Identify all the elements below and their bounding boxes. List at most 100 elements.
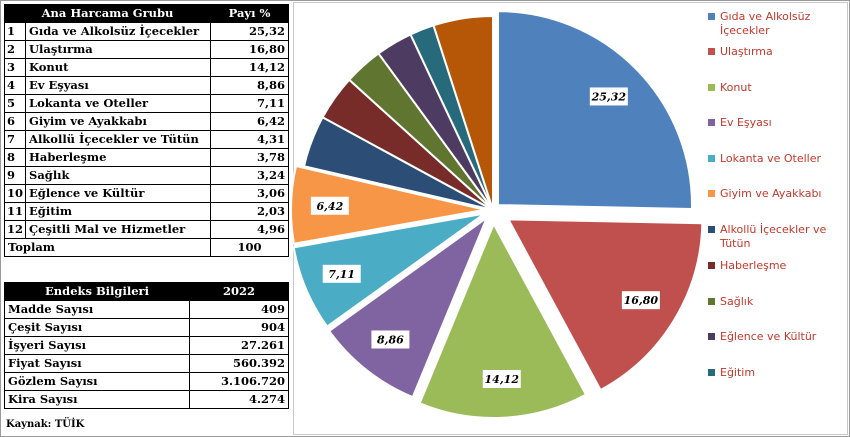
legend-swatch — [708, 13, 715, 20]
row-label: Lokanta ve Oteller — [25, 94, 212, 113]
data-label: 7,11 — [328, 268, 355, 281]
table-row: İşyeri Sayısı 27.261 — [4, 336, 289, 355]
row-label: Eğlence ve Kültür — [25, 184, 212, 203]
data-label-box — [621, 291, 660, 310]
table-row: 2 Ulaştırma 16,80 — [3, 40, 289, 59]
data-label: 6,42 — [316, 200, 343, 213]
data-label-box — [482, 369, 521, 388]
legend-swatch — [708, 155, 715, 162]
pie-slice — [292, 212, 486, 328]
legend-label: Eğlence ve Kültür — [720, 330, 817, 343]
spending-table-header: Ana Harcama Grubu Payı % — [3, 4, 289, 23]
legend-label: Ulaştırma — [720, 45, 773, 58]
legend-entry: Eğlence ve Kültür — [708, 330, 848, 344]
row-value: 16,80 — [210, 40, 289, 59]
index-info-table: Endeks Bilgileri 2022 Madde Sayısı 409 Çeş… — [4, 282, 289, 409]
legend-entry: Eğitim — [708, 366, 848, 380]
table-row: 7 Alkollü İçecekler ve Tütün 4,31 — [3, 130, 289, 149]
spending-table-body: 1 Gıda ve Alkolsüz İçecekler 25,32 2 Ulaştır… — [3, 22, 289, 239]
row-number: 12 — [3, 220, 27, 239]
legend-entry: Gıda ve Alkolsüz İçecekler — [708, 10, 848, 38]
table-row: 8 Haberleşme 3,78 — [3, 148, 289, 167]
legend-swatch — [708, 369, 715, 376]
data-label: 25,32 — [591, 90, 627, 103]
data-label-box — [322, 264, 361, 283]
pie-slice — [418, 221, 588, 419]
pie-slice — [290, 164, 486, 245]
row-label: Alkollü İçecekler ve Tütün — [25, 130, 212, 149]
table-row: Kira Sayısı 4.274 — [4, 390, 289, 409]
table-row: 6 Giyim ve Ayakkabı 6,42 — [3, 112, 289, 131]
table-row: Gözlem Sayısı 3.106.720 — [4, 372, 289, 391]
legend-label: Lokanta ve Oteller — [720, 152, 822, 165]
legend-entry: Konut — [708, 81, 848, 95]
index-table-header: Endeks Bilgileri 2022 — [4, 282, 289, 301]
legend-label: Haberleşme — [720, 259, 787, 272]
data-label-box — [589, 87, 628, 106]
data-label-box — [310, 196, 349, 215]
legend-label: Gıda ve Alkolsüz İçecekler — [720, 10, 811, 37]
legend-swatch — [708, 119, 715, 126]
legend-swatch — [708, 262, 715, 269]
legend-entry: Haberleşme — [708, 259, 848, 273]
row-value: 27.261 — [189, 336, 289, 355]
legend-swatch — [708, 84, 715, 91]
legend-entry: Giyim ve Ayakkabı — [708, 187, 848, 201]
legend-swatch — [708, 333, 715, 340]
table-row: 5 Lokanta ve Oteller 7,11 — [3, 94, 289, 113]
spending-group-table: Ana Harcama Grubu Payı % 1 Gıda ve Alkols… — [3, 4, 289, 257]
table-row: 3 Konut 14,12 — [3, 58, 289, 77]
legend-label: Alkollü İçecekler ve Tütün — [720, 223, 827, 250]
table-row: Fiyat Sayısı 560.392 — [4, 354, 289, 373]
legend-entry: Lokanta ve Oteller — [708, 152, 848, 166]
row-number: 10 — [3, 184, 27, 203]
row-label: Giyim ve Ayakkabı — [25, 112, 212, 131]
pie-slice — [432, 14, 494, 211]
total-value: 100 — [210, 238, 289, 257]
row-value: 7,11 — [210, 94, 289, 113]
data-label-box — [371, 330, 410, 349]
row-value: 3,78 — [210, 148, 289, 167]
data-label: 14,12 — [485, 373, 520, 386]
data-label: 8,86 — [377, 333, 404, 346]
legend-label: Giyim ve Ayakkabı — [720, 187, 822, 200]
total-label: Toplam — [3, 238, 212, 257]
row-label: Madde Sayısı — [4, 300, 190, 319]
legend-entry: Sağlık — [708, 295, 848, 309]
row-value: 3,06 — [210, 184, 289, 203]
pie-slice — [327, 214, 490, 399]
table-row: 11 Eğitim 2,03 — [3, 202, 289, 221]
legend-label: Sağlık — [720, 295, 754, 308]
legend-swatch — [708, 48, 715, 55]
row-number: 11 — [3, 202, 27, 221]
index-header-year: 2022 — [189, 282, 289, 301]
row-value: 3.106.720 — [189, 372, 289, 391]
total-row: Toplam 100 — [3, 238, 289, 257]
row-value: 4,96 — [210, 220, 289, 239]
legend-swatch — [708, 298, 715, 305]
row-value: 8,86 — [210, 76, 289, 95]
row-label: İşyeri Sayısı — [4, 336, 190, 355]
legend-swatch — [708, 226, 715, 233]
header-group-label: Ana Harcama Grubu — [3, 4, 212, 23]
table-row: Çeşit Sayısı 904 — [4, 318, 289, 337]
legend-label: Ev Eşyası — [720, 116, 772, 129]
legend-label: Konut — [720, 81, 752, 94]
pie-slice — [506, 218, 704, 392]
table-row: 10 Eğlence ve Kültür 3,06 — [3, 184, 289, 203]
legend-swatch — [708, 190, 715, 197]
row-label: Gözlem Sayısı — [4, 372, 190, 391]
row-label: Eğitim — [25, 202, 212, 221]
data-label: 16,80 — [624, 294, 659, 307]
legend-label: Eğitim — [720, 366, 756, 379]
index-header-label: Endeks Bilgileri — [4, 282, 190, 301]
legend-entry: Ulaştırma — [708, 45, 848, 59]
legend-entry: Alkollü İçecekler ve Tütün — [708, 223, 848, 251]
source-note: Kaynak: TÜİK — [6, 419, 85, 430]
row-label: Kira Sayısı — [4, 390, 190, 409]
legend-entry: Ev Eşyası — [708, 116, 848, 130]
row-value: 4.274 — [189, 390, 289, 409]
row-value: 560.392 — [189, 354, 289, 373]
index-table-body: Madde Sayısı 409 Çeşit Sayısı 904 İşyeri Say… — [4, 300, 289, 409]
